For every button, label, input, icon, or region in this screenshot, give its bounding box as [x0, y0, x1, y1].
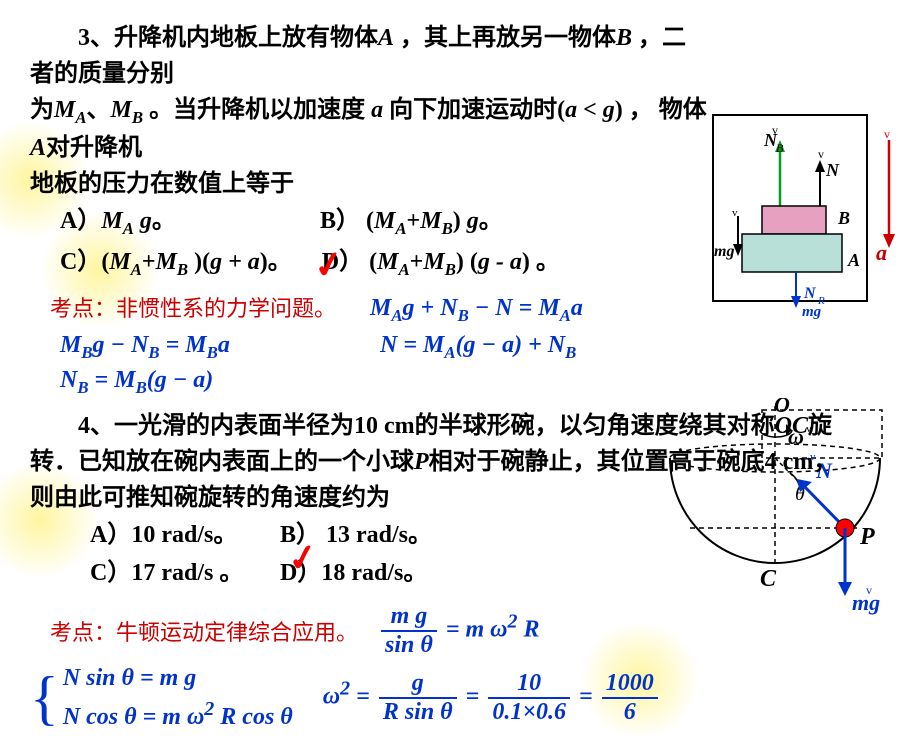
- q3-eq4: N = MA(g − a) + NB: [380, 332, 576, 363]
- q4-opt-a: A）10 rad/s。: [90, 516, 260, 554]
- q4-opt-c: C）17 rad/s 。: [90, 554, 260, 592]
- q3-opt-a: A）MA g。: [60, 202, 290, 243]
- page-content: 3、升降机内地板上放有物体A ，其上再放另一物体B ，二者的质量分别 为MA、M…: [0, 0, 920, 751]
- brace-icon: {: [30, 668, 59, 728]
- q4-eq-right1: m gsin θ = m ω2 R: [378, 603, 540, 659]
- q3-eq1: MBg − NB = MBa: [60, 332, 340, 363]
- q3-options: A）MA g。 B） (MA+MB) g。 C）(MA+MB )(g + a)。…: [60, 202, 890, 283]
- q4-options: A）10 rad/s。 B） 13 rad/s。 C）17 rad/s 。 D）…: [90, 516, 890, 593]
- q3-eq3: MAg + NB − N = MAa: [370, 295, 583, 326]
- q4-kaodian: 考点：牛顿运动定律综合应用。: [50, 615, 358, 647]
- q3-opt-c: C）(MA+MB )(g + a)。: [60, 243, 292, 284]
- q3-body: 3、升降机内地板上放有物体A ，其上再放另一物体B ，二者的质量分别 为MA、M…: [30, 20, 710, 202]
- q4-eq-omega: ω2 = gR sin θ = 100.1×0.6 = 10006: [323, 670, 661, 726]
- q4-eq-sys2: N cos θ = m ω2 R cos θ: [63, 698, 293, 731]
- q3-opt-d: ✓ D） (MA+MB) (g - a) 。: [322, 243, 622, 284]
- check-icon: ✓: [309, 234, 349, 296]
- q4-eq-sys1: N sin θ = m g: [63, 665, 293, 692]
- q3-eq2: NB = MB(g − a): [60, 367, 213, 398]
- q3-opt-b: B） (MA+MB) g。: [320, 202, 600, 243]
- q4-body: 4、一光滑的内表面半径为10 cm的半球形碗，以匀角速度绕其对称OC旋 转．已知…: [30, 408, 890, 516]
